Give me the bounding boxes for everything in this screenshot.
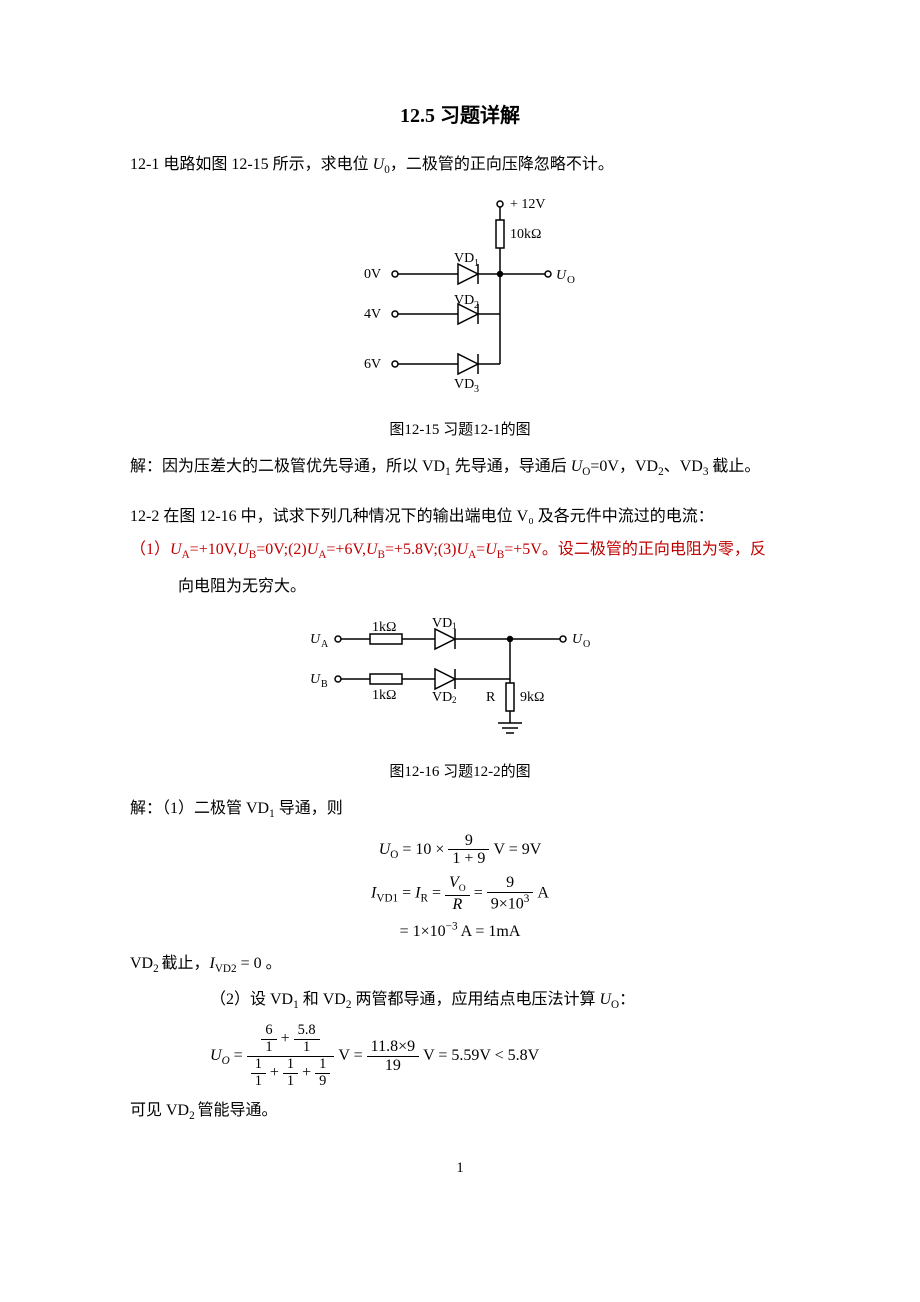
page-title: 12.5 习题详解 [130,100,790,132]
svg-text:R: R [486,690,496,705]
problem-12-2-stem-1: 12-2 在图 12-16 中，试求下列几种情况下的输出端电位 V₀ 及各元件中… [130,504,790,530]
problem-12-2-stem-2: （1）UA=+10V,UB=0V;(2)UA=+6V,UB=+5.8V;(3)U… [130,537,790,565]
problem-12-1-stem: 12-1 电路如图 12-15 所示，求电位 U0，二极管的正向压降忽略不计。 [130,152,790,180]
solution-lead: 解：（1）二极管 VD1 导通，则 [130,796,790,824]
svg-text:9kΩ: 9kΩ [520,690,544,705]
svg-text:4V: 4V [364,307,381,322]
svg-text:U: U [310,632,321,647]
figure-12-15-caption: 图12-15 习题12-1的图 [130,418,790,442]
problem-12-1-solution: 解：因为压差大的二极管优先导通，所以 VD1 先导通，导通后 UO=0V，VD2… [130,454,790,482]
svg-text:U: U [556,268,567,283]
svg-text:O: O [583,639,590,650]
svg-text:3: 3 [474,384,479,395]
page-number: 1 [130,1156,790,1180]
figure-12-16: UA UB 1kΩ 1kΩ VD1 VD2 R 9kΩ UO 图12-16 习题… [130,611,790,784]
svg-text:1: 1 [474,258,479,269]
svg-text:U: U [310,672,321,687]
case2-intro: （2）设 VD1 和 VD2 两管都导通，应用结点电压法计算 UO： [130,987,790,1015]
svg-text:VD: VD [454,251,474,266]
svg-text:VD: VD [454,377,474,392]
svg-text:2: 2 [452,695,457,705]
svg-text:2: 2 [474,300,479,311]
svg-text:0V: 0V [364,267,381,282]
svg-text:VD: VD [432,616,452,631]
svg-text:A: A [321,639,329,650]
figure-12-16-caption: 图12-16 习题12-2的图 [130,760,790,784]
vd2-cutoff: VD2 截止，IVD2 = 0 。 [130,951,790,979]
svg-text:1: 1 [452,621,457,631]
svg-text:1kΩ: 1kΩ [372,620,396,635]
svg-text:6V: 6V [364,357,381,372]
equation-result: = 1×10−3 A = 1mA [130,919,790,943]
svg-text:B: B [321,679,328,690]
equation-uo: UO = 10 × 91 + 9 V = 9V [130,832,790,868]
svg-text:VD: VD [454,293,474,308]
figure-12-15: + 12V 10kΩ UO 0V 4V 6V VD1 VD2 VD3 图12-1… [130,192,790,442]
svg-text:U: U [572,632,583,647]
equation-ivd1: IVD1 = IR = VOR = 99×103 A [130,874,790,913]
conclusion: 可见 VD2 管能导通。 [130,1098,790,1126]
equation-node-voltage: UO = 61 + 5.81 11 + 11 + 19 V = 11.8×919… [130,1023,790,1089]
problem-12-2-stem-3: 向电阻为无穷大。 [130,574,790,600]
svg-text:+ 12V: + 12V [510,197,546,212]
svg-text:1kΩ: 1kΩ [372,688,396,703]
svg-text:10kΩ: 10kΩ [510,227,541,242]
svg-text:VD: VD [432,690,452,705]
svg-text:O: O [567,274,575,286]
